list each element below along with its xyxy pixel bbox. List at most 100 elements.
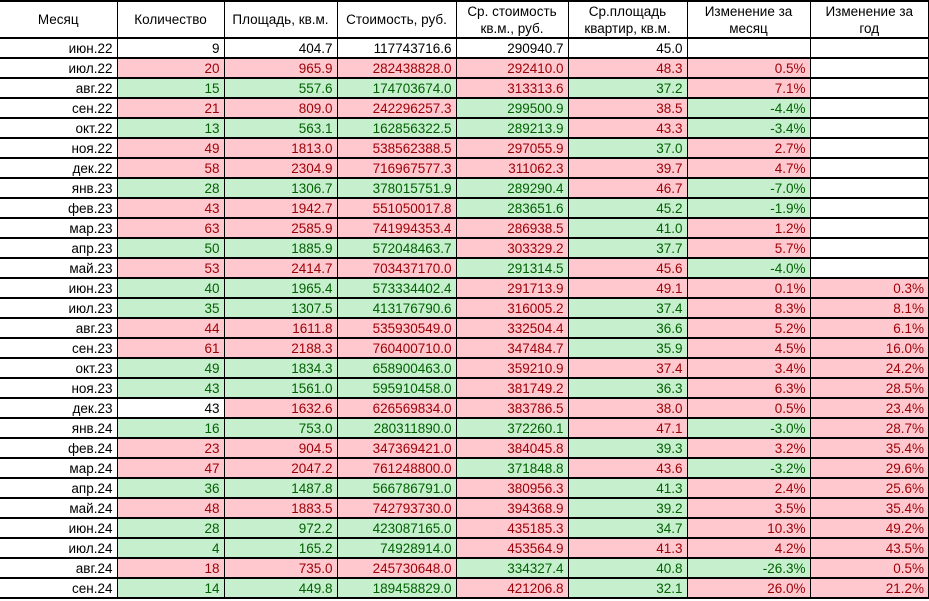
value-cell[interactable]: 4.7% bbox=[686, 157, 811, 179]
value-cell[interactable]: 313313.6 bbox=[455, 77, 569, 99]
value-cell[interactable]: 36.6 bbox=[567, 317, 688, 339]
month-cell[interactable]: янв.24 bbox=[0, 417, 118, 439]
value-cell[interactable]: 384045.8 bbox=[455, 437, 569, 459]
value-cell[interactable]: 35.4% bbox=[809, 497, 929, 519]
value-cell[interactable]: 332504.4 bbox=[455, 317, 569, 339]
value-cell[interactable]: 1307.5 bbox=[223, 297, 338, 319]
column-header-avg-flat-area[interactable]: Ср.площадь квартир, кв.м. bbox=[567, 0, 688, 39]
value-cell[interactable]: 174703674.0 bbox=[336, 77, 457, 99]
value-cell[interactable]: 28 bbox=[116, 517, 225, 539]
value-cell[interactable]: 58 bbox=[116, 157, 225, 179]
value-cell[interactable]: 435185.3 bbox=[455, 517, 569, 539]
value-cell[interactable]: 47 bbox=[116, 457, 225, 479]
value-cell[interactable]: 37.4 bbox=[567, 297, 688, 319]
value-cell[interactable]: 566786791.0 bbox=[336, 477, 457, 499]
month-cell[interactable]: июн.24 bbox=[0, 517, 118, 539]
value-cell[interactable]: 572048463.7 bbox=[336, 237, 457, 259]
month-cell[interactable]: дек.23 bbox=[0, 397, 118, 419]
month-cell[interactable]: янв.23 bbox=[0, 177, 118, 199]
value-cell[interactable]: 595910458.0 bbox=[336, 377, 457, 399]
value-cell[interactable]: -3.0% bbox=[686, 417, 811, 439]
value-cell[interactable]: 28.7% bbox=[809, 417, 929, 439]
value-cell[interactable]: 551050017.8 bbox=[336, 197, 457, 219]
value-cell[interactable]: 421206.8 bbox=[455, 577, 569, 599]
value-cell[interactable]: 1561.0 bbox=[223, 377, 338, 399]
value-cell[interactable]: 292410.0 bbox=[455, 57, 569, 79]
value-cell[interactable]: 347484.7 bbox=[455, 337, 569, 359]
month-cell[interactable]: ноя.23 bbox=[0, 377, 118, 399]
value-cell[interactable]: 8.3% bbox=[686, 297, 811, 319]
value-cell[interactable]: 24.2% bbox=[809, 357, 929, 379]
value-cell[interactable]: 47.1 bbox=[567, 417, 688, 439]
value-cell[interactable]: 32.1 bbox=[567, 577, 688, 599]
value-cell[interactable]: 2188.3 bbox=[223, 337, 338, 359]
value-cell[interactable]: 760400710.0 bbox=[336, 337, 457, 359]
month-cell[interactable]: июл.22 bbox=[0, 57, 118, 79]
value-cell[interactable]: 286938.5 bbox=[455, 217, 569, 239]
value-cell[interactable]: 761248800.0 bbox=[336, 457, 457, 479]
value-cell[interactable]: 378015751.9 bbox=[336, 177, 457, 199]
value-cell[interactable]: 39.3 bbox=[567, 437, 688, 459]
value-cell[interactable]: 15 bbox=[116, 77, 225, 99]
value-cell[interactable]: 16 bbox=[116, 417, 225, 439]
value-cell[interactable]: 7.1% bbox=[686, 77, 811, 99]
value-cell[interactable]: 2.7% bbox=[686, 137, 811, 159]
month-cell[interactable]: июл.23 bbox=[0, 297, 118, 319]
column-header-month[interactable]: Месяц bbox=[0, 0, 118, 39]
value-cell[interactable]: 742793730.0 bbox=[336, 497, 457, 519]
value-cell[interactable]: 41.3 bbox=[567, 477, 688, 499]
month-cell[interactable]: сен.23 bbox=[0, 337, 118, 359]
value-cell[interactable]: 23.4% bbox=[809, 397, 929, 419]
value-cell[interactable]: 3.5% bbox=[686, 497, 811, 519]
value-cell[interactable]: 0.5% bbox=[809, 557, 929, 579]
value-cell[interactable]: 557.6 bbox=[223, 77, 338, 99]
value-cell[interactable]: 563.1 bbox=[223, 117, 338, 139]
value-cell[interactable]: 0.5% bbox=[686, 57, 811, 79]
value-cell[interactable]: 9 bbox=[116, 37, 225, 59]
value-cell[interactable]: 36 bbox=[116, 477, 225, 499]
value-cell[interactable]: 14 bbox=[116, 577, 225, 599]
value-cell[interactable]: 965.9 bbox=[223, 57, 338, 79]
value-cell[interactable]: 1965.4 bbox=[223, 277, 338, 299]
value-cell[interactable]: 23 bbox=[116, 437, 225, 459]
value-cell[interactable]: 242296257.3 bbox=[336, 97, 457, 119]
value-cell[interactable]: 423087165.0 bbox=[336, 517, 457, 539]
value-cell[interactable]: 49 bbox=[116, 357, 225, 379]
value-cell[interactable]: 0.1% bbox=[686, 277, 811, 299]
column-header-area[interactable]: Площадь, кв.м. bbox=[223, 0, 338, 39]
value-cell[interactable]: 753.0 bbox=[223, 417, 338, 439]
value-cell[interactable]: -3.4% bbox=[686, 117, 811, 139]
value-cell[interactable] bbox=[809, 117, 929, 139]
value-cell[interactable]: 283651.6 bbox=[455, 197, 569, 219]
value-cell[interactable]: 291314.5 bbox=[455, 257, 569, 279]
value-cell[interactable]: 38.5 bbox=[567, 97, 688, 119]
value-cell[interactable]: 0.5% bbox=[686, 397, 811, 419]
month-cell[interactable]: окт.23 bbox=[0, 357, 118, 379]
value-cell[interactable]: 716967577.3 bbox=[336, 157, 457, 179]
value-cell[interactable]: 45.0 bbox=[567, 37, 688, 59]
value-cell[interactable]: -1.9% bbox=[686, 197, 811, 219]
value-cell[interactable]: 41.3 bbox=[567, 537, 688, 559]
value-cell[interactable]: 43 bbox=[116, 197, 225, 219]
value-cell[interactable]: 316005.2 bbox=[455, 297, 569, 319]
month-cell[interactable]: авг.22 bbox=[0, 77, 118, 99]
value-cell[interactable]: 1306.7 bbox=[223, 177, 338, 199]
month-cell[interactable]: фев.24 bbox=[0, 437, 118, 459]
value-cell[interactable]: 10.3% bbox=[686, 517, 811, 539]
month-cell[interactable]: авг.23 bbox=[0, 317, 118, 339]
value-cell[interactable]: -4.4% bbox=[686, 97, 811, 119]
column-header-cost[interactable]: Стоимость, руб. bbox=[336, 0, 457, 39]
value-cell[interactable]: 359210.9 bbox=[455, 357, 569, 379]
value-cell[interactable]: 245730648.0 bbox=[336, 557, 457, 579]
value-cell[interactable]: 2414.7 bbox=[223, 257, 338, 279]
value-cell[interactable]: 394368.9 bbox=[455, 497, 569, 519]
month-cell[interactable]: май.24 bbox=[0, 497, 118, 519]
value-cell[interactable]: 49.2% bbox=[809, 517, 929, 539]
value-cell[interactable] bbox=[809, 217, 929, 239]
value-cell[interactable]: 162856322.5 bbox=[336, 117, 457, 139]
value-cell[interactable]: -3.2% bbox=[686, 457, 811, 479]
value-cell[interactable]: 741994353.4 bbox=[336, 217, 457, 239]
value-cell[interactable]: 35.4% bbox=[809, 437, 929, 459]
value-cell[interactable]: 1834.3 bbox=[223, 357, 338, 379]
value-cell[interactable]: 20 bbox=[116, 57, 225, 79]
